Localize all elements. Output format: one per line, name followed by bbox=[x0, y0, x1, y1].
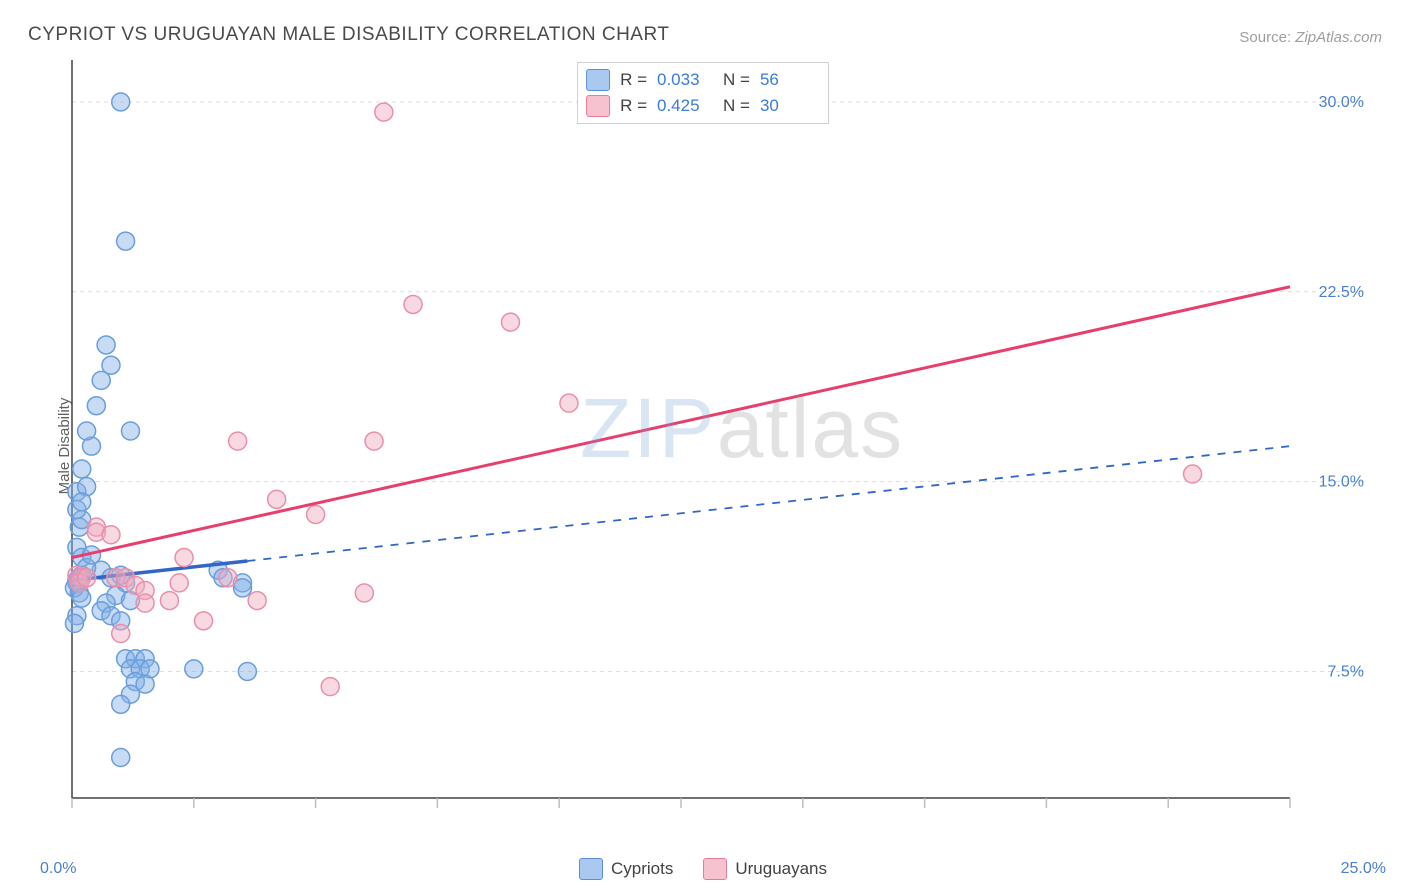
data-point bbox=[160, 592, 178, 610]
data-point bbox=[501, 313, 519, 331]
legend-n-label: N = bbox=[723, 96, 750, 116]
data-point bbox=[195, 612, 213, 630]
data-point bbox=[136, 594, 154, 612]
data-point bbox=[102, 356, 120, 374]
data-point bbox=[375, 103, 393, 121]
data-point bbox=[78, 422, 96, 440]
legend-r-label: R = bbox=[620, 70, 647, 90]
legend-item-cypriots: Cypriots bbox=[579, 858, 673, 880]
legend-n-value: 56 bbox=[760, 70, 816, 90]
data-point bbox=[365, 432, 383, 450]
legend-row: R = 0.033 N = 56 bbox=[586, 67, 816, 93]
legend-r-value: 0.033 bbox=[657, 70, 713, 90]
data-point bbox=[404, 295, 422, 313]
data-point bbox=[175, 549, 193, 567]
chart-title: CYPRIOT VS URUGUAYAN MALE DISABILITY COR… bbox=[28, 24, 669, 46]
data-point bbox=[1184, 465, 1202, 483]
data-point bbox=[355, 584, 373, 602]
legend-swatch-uruguayans bbox=[703, 858, 727, 880]
legend-label: Uruguayans bbox=[735, 859, 827, 879]
y-tick-label: 7.5% bbox=[1328, 663, 1364, 680]
legend-row: R = 0.425 N = 30 bbox=[586, 93, 816, 119]
data-point bbox=[87, 397, 105, 415]
y-tick-label: 30.0% bbox=[1319, 94, 1364, 111]
source-label: Source: bbox=[1239, 29, 1291, 46]
source-attribution: Source: ZipAtlas.com bbox=[1239, 29, 1382, 46]
legend-swatch-cypriots bbox=[579, 858, 603, 880]
legend-swatch-uruguayans bbox=[586, 95, 610, 117]
data-point bbox=[268, 490, 286, 508]
data-point bbox=[65, 614, 83, 632]
trend-line-dashed bbox=[247, 446, 1290, 561]
data-point bbox=[112, 749, 130, 767]
legend-n-label: N = bbox=[723, 70, 750, 90]
legend-r-value: 0.425 bbox=[657, 96, 713, 116]
trend-line-solid bbox=[72, 287, 1290, 558]
legend-n-value: 30 bbox=[760, 96, 816, 116]
x-axis-min-label: 0.0% bbox=[40, 860, 76, 878]
data-point bbox=[102, 526, 120, 544]
legend-label: Cypriots bbox=[611, 859, 673, 879]
data-point bbox=[248, 592, 266, 610]
y-tick-label: 22.5% bbox=[1319, 284, 1364, 301]
data-point bbox=[73, 493, 91, 511]
data-point bbox=[121, 422, 139, 440]
data-point bbox=[219, 569, 237, 587]
legend-r-label: R = bbox=[620, 96, 647, 116]
correlation-legend: R = 0.033 N = 56 R = 0.425 N = 30 bbox=[577, 62, 829, 124]
scatter-plot: 7.5% 15.0% 22.5% 30.0% bbox=[60, 58, 1370, 838]
data-point bbox=[238, 662, 256, 680]
data-point bbox=[73, 460, 91, 478]
data-point bbox=[112, 93, 130, 111]
data-point bbox=[229, 432, 247, 450]
series-legend: Cypriots Uruguayans bbox=[579, 858, 827, 880]
legend-item-uruguayans: Uruguayans bbox=[703, 858, 827, 880]
y-tick-label: 15.0% bbox=[1319, 474, 1364, 491]
data-point bbox=[78, 569, 96, 587]
data-point bbox=[321, 678, 339, 696]
source-value: ZipAtlas.com bbox=[1295, 29, 1382, 46]
data-point bbox=[117, 232, 135, 250]
data-point bbox=[560, 394, 578, 412]
data-point bbox=[112, 624, 130, 642]
data-point bbox=[170, 574, 188, 592]
data-point bbox=[112, 695, 130, 713]
data-point bbox=[307, 506, 325, 524]
data-point bbox=[97, 336, 115, 354]
data-point bbox=[185, 660, 203, 678]
legend-swatch-cypriots bbox=[586, 69, 610, 91]
x-axis-max-label: 25.0% bbox=[1341, 860, 1386, 878]
